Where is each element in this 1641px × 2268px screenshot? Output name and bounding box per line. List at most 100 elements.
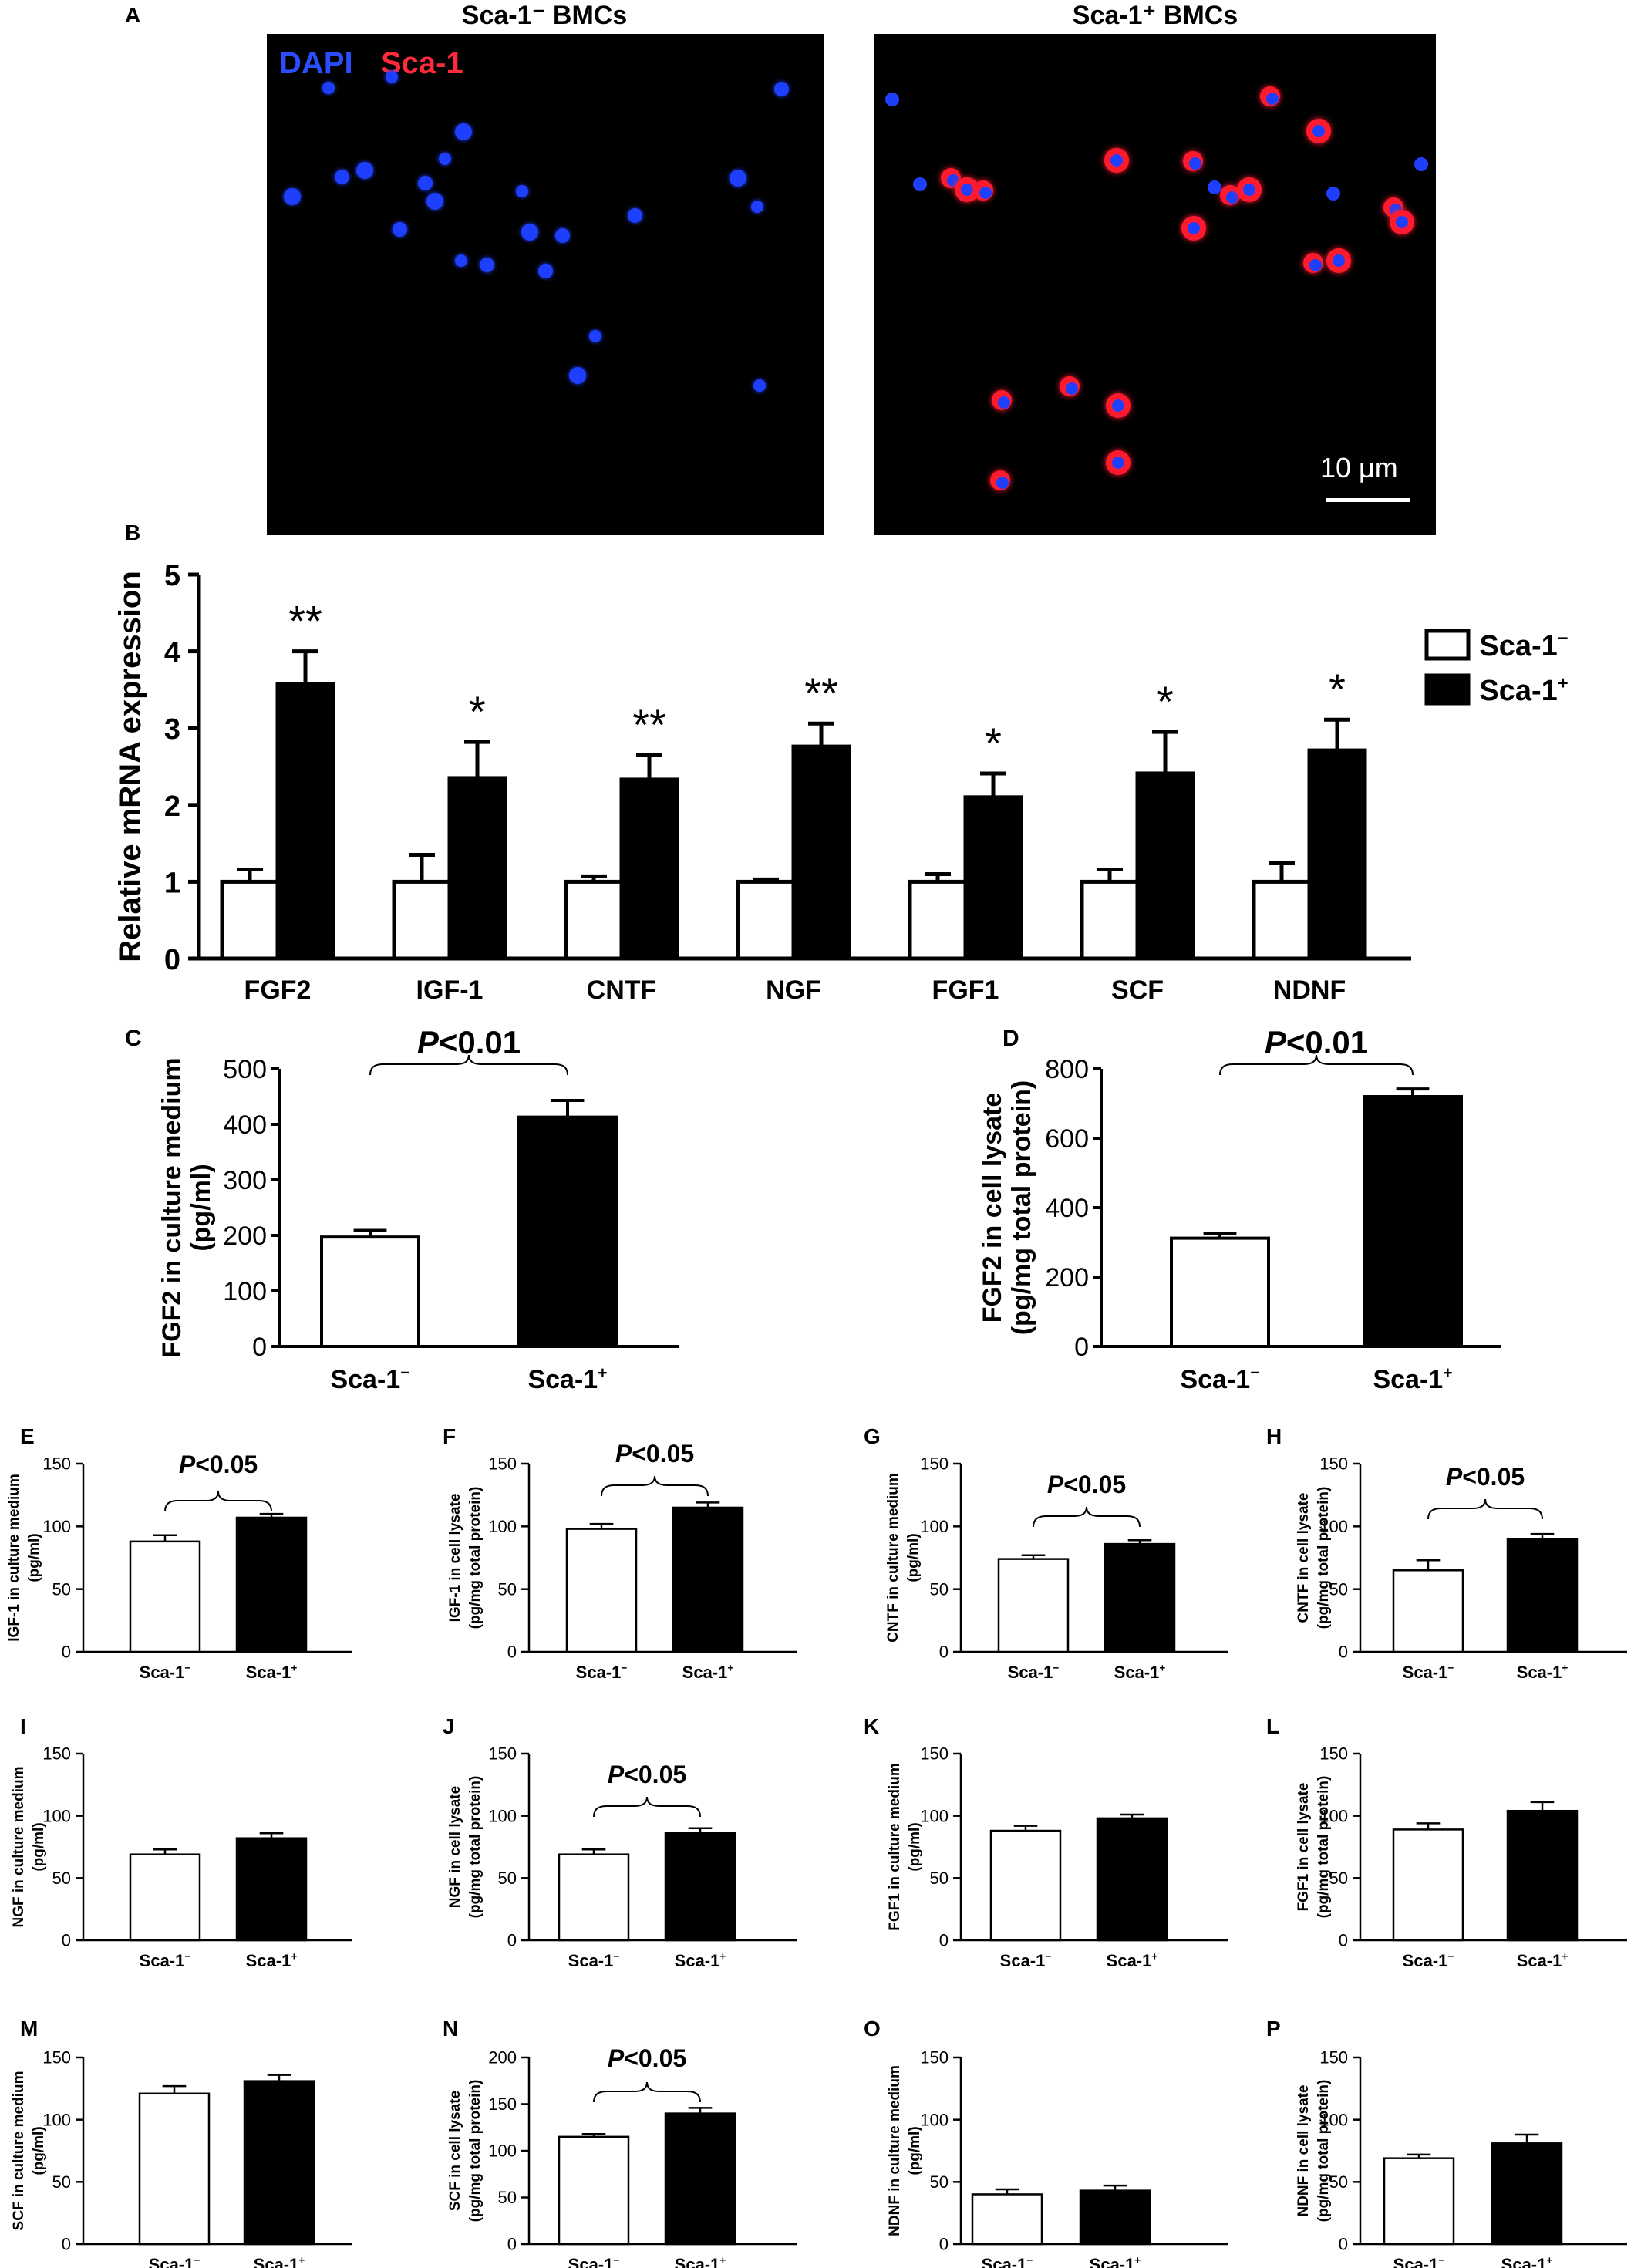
y-tick-label: 0 <box>507 2235 517 2254</box>
y-axis-label: (pg/ml) <box>187 1164 216 1251</box>
dapi-nucleus <box>335 170 349 184</box>
dapi-nucleus <box>996 477 1009 489</box>
scale-bar-label: 10 μm <box>1320 452 1398 484</box>
bar-sca1-positive <box>447 776 507 961</box>
x-tick-label: Sca-1− <box>982 2255 1033 2268</box>
y-tick-label: 150 <box>920 1744 949 1764</box>
y-tick-label: 150 <box>1319 2048 1348 2067</box>
y-tick-label: 150 <box>488 1454 517 1474</box>
micrograph-title-sca1-negative: Sca-1⁻ BMCs <box>461 1 628 30</box>
dapi-nucleus <box>1208 180 1221 194</box>
bar-sca1-positive <box>1307 748 1367 961</box>
y-axis-label: FGF2 in cell lysate <box>978 1093 1007 1323</box>
y-tick-label: 150 <box>42 2048 71 2067</box>
y-axis-label: NDNF in cell lysate <box>1296 2084 1312 2216</box>
y-tick-label: 50 <box>930 2172 949 2192</box>
y-tick-label: 0 <box>1339 1643 1348 1662</box>
dapi-nucleus <box>284 188 301 205</box>
bar-sca1-negative <box>971 2193 1043 2246</box>
y-tick-label: 100 <box>42 2110 71 2129</box>
dapi-nucleus <box>386 71 398 83</box>
y-tick-label: 50 <box>1329 1579 1348 1599</box>
x-tick-label: Sca-1− <box>140 1663 191 1682</box>
dapi-nucleus <box>753 379 767 392</box>
panel-label-d: D <box>1002 1026 1019 1051</box>
bar-sca1-positive <box>517 1115 618 1348</box>
y-tick-label: 100 <box>1319 1806 1348 1825</box>
x-tick-label: Sca-1+ <box>1114 1663 1166 1682</box>
x-tick-label: Sca-1+ <box>1090 2255 1141 2268</box>
x-tick-label: Sca-1+ <box>1107 1951 1158 1970</box>
y-tick-label: 200 <box>1045 1263 1089 1292</box>
x-tick-label: Sca-1− <box>330 1364 409 1394</box>
y-tick-label: 0 <box>939 1931 949 1950</box>
y-tick-label: 50 <box>930 1869 949 1888</box>
y-tick-label: 400 <box>223 1110 267 1140</box>
x-tick-label: FGF1 <box>932 976 999 1005</box>
micrograph-sca1-positive: 10 μm <box>874 34 1436 535</box>
y-axis-label: NGF in culture medium <box>11 1766 27 1927</box>
dapi-nucleus <box>1112 457 1124 469</box>
x-tick-label: Sca-1− <box>1403 1663 1454 1682</box>
significance-bracket <box>369 1054 568 1076</box>
micrograph-sca1-negative: DAPI Sca-1 <box>267 34 824 535</box>
bar-sca1-negative <box>220 879 280 961</box>
y-tick-label: 50 <box>498 2188 517 2207</box>
y-tick-label: 100 <box>920 1806 949 1825</box>
y-axis-label: FGF1 in culture medium <box>887 1763 903 1930</box>
panel-label-j: J <box>443 1714 455 1738</box>
y-tick-label: 100 <box>488 1806 517 1825</box>
legend-swatch <box>1424 673 1471 706</box>
y-axis-label: (pg/ml) <box>31 1822 47 1871</box>
significance-label: P<0.05 <box>608 2044 686 2072</box>
bar-sca1-positive <box>1104 1542 1176 1653</box>
y-tick-label: 100 <box>920 2110 949 2129</box>
legend-swatch <box>1424 629 1471 661</box>
significance-mark: ** <box>804 669 838 717</box>
dapi-nucleus <box>1110 154 1123 167</box>
bar-sca1-positive <box>275 682 335 961</box>
x-tick-label: Sca-1− <box>568 2255 620 2268</box>
bar-sca1-negative <box>138 2092 211 2246</box>
y-axis-label: (pg/mg total protein) <box>467 1487 484 1629</box>
x-tick-label: Sca-1+ <box>527 1364 607 1394</box>
significance-bracket <box>164 1491 272 1512</box>
legend-label: Sca-1+ <box>1479 673 1568 707</box>
significance-mark: ** <box>288 597 322 645</box>
y-tick-label: 200 <box>488 2048 517 2067</box>
y-tick-label: 50 <box>1329 2172 1348 2192</box>
panel-label-b: B <box>125 521 140 544</box>
y-axis-label: (pg/mg total protein) <box>1007 1080 1036 1336</box>
panel-label-o: O <box>864 2017 881 2041</box>
significance-label: P<0.05 <box>608 1761 686 1788</box>
y-tick-label: 5 <box>164 560 180 592</box>
dapi-nucleus <box>521 224 538 241</box>
y-axis-label: SCF in cell lysate <box>447 2091 463 2211</box>
y-tick-label: 2 <box>164 790 180 823</box>
bar-sca1-positive <box>1506 1809 1579 1942</box>
significance-label: P<0.05 <box>1047 1471 1126 1498</box>
x-tick-label: SCF <box>1111 976 1164 1005</box>
y-tick-label: 150 <box>1319 1744 1348 1764</box>
dapi-nucleus <box>979 187 992 199</box>
x-tick-label: IGF-1 <box>416 976 484 1005</box>
dapi-nucleus <box>773 82 789 96</box>
significance-bracket <box>593 1796 701 1818</box>
dapi-nucleus <box>355 162 373 179</box>
x-tick-label: Sca-1+ <box>675 1951 726 1970</box>
dapi-nucleus <box>538 264 553 278</box>
dapi-nucleus <box>426 193 443 210</box>
y-axis-label: (pg/ml) <box>907 2126 923 2175</box>
x-tick-label: FGF2 <box>244 976 312 1005</box>
bar-sca1-positive <box>1363 1095 1463 1348</box>
bar-sca1-negative <box>1170 1236 1270 1348</box>
y-tick-label: 50 <box>1329 1869 1348 1888</box>
significance-mark: ** <box>632 700 666 749</box>
y-tick-label: 200 <box>223 1222 267 1251</box>
y-axis-label: (pg/mg total protein) <box>467 2080 484 2223</box>
bar-sca1-negative <box>320 1235 420 1349</box>
y-axis-label: SCF in culture medium <box>11 2071 27 2231</box>
y-axis-label: IGF-1 in culture medium <box>6 1474 22 1641</box>
significance-bracket <box>1427 1498 1543 1520</box>
x-tick-label: Sca-1− <box>568 1951 620 1970</box>
